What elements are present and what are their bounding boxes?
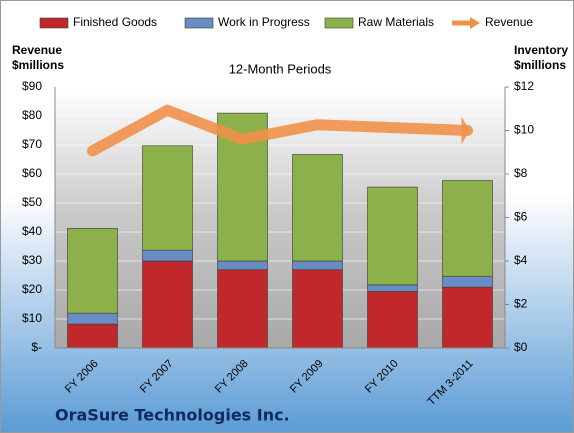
y-tick-label: $60 (22, 166, 42, 180)
bar (217, 269, 268, 349)
legend-label: Finished Goods (73, 15, 157, 29)
y2-tick-label: $2 (514, 297, 528, 311)
y2-tick-label: $4 (514, 253, 528, 267)
revenue-line (87, 104, 473, 157)
bar (142, 260, 193, 349)
y2-tick-label: $8 (514, 166, 528, 180)
y-tick-label: $30 (22, 253, 42, 267)
bar (367, 186, 418, 286)
bar (217, 260, 268, 270)
bar (292, 154, 343, 262)
y2-tick-label: $12 (514, 79, 534, 93)
y-tick-label: $- (31, 340, 42, 354)
y-tick-label: $50 (22, 195, 42, 209)
y-tick-label: $40 (22, 224, 42, 238)
bar (142, 249, 193, 262)
y2-tick-label: $6 (514, 210, 528, 224)
y-tick-label: $70 (22, 137, 42, 151)
bar (442, 180, 493, 277)
y-tick-label: $80 (22, 108, 42, 122)
legend-label: Revenue (485, 15, 533, 29)
y2-axis-label: Inventory (514, 43, 568, 57)
y2-tick-label: $10 (514, 123, 534, 137)
legend-label: Work in Progress (218, 15, 310, 29)
y2-tick-label: $0 (514, 340, 528, 354)
y-tick-label: $90 (22, 79, 42, 93)
y-axis-label: $millions (12, 58, 64, 72)
y-axis-label: Revenue (12, 43, 62, 57)
legend-label: Raw Materials (358, 15, 434, 29)
bar (142, 145, 193, 251)
bar (442, 275, 493, 288)
legend-swatch (324, 17, 354, 29)
legend-swatch (184, 17, 214, 29)
bar (67, 228, 118, 314)
y-tick-label: $10 (22, 311, 42, 325)
bar (367, 284, 418, 292)
footer: OraSure Technologies Inc. (55, 406, 290, 425)
y-tick-label: $20 (22, 282, 42, 296)
legend-swatch (39, 17, 69, 29)
bar (292, 260, 343, 270)
bar (67, 312, 118, 325)
bar (292, 269, 343, 349)
chart-title: 12-Month Periods (229, 61, 332, 76)
bar (367, 291, 418, 349)
legend-swatch (470, 17, 480, 29)
bar (442, 286, 493, 349)
y2-axis-label: $millions (514, 58, 566, 72)
revenue-arrowhead (461, 116, 470, 145)
bar (67, 323, 118, 349)
